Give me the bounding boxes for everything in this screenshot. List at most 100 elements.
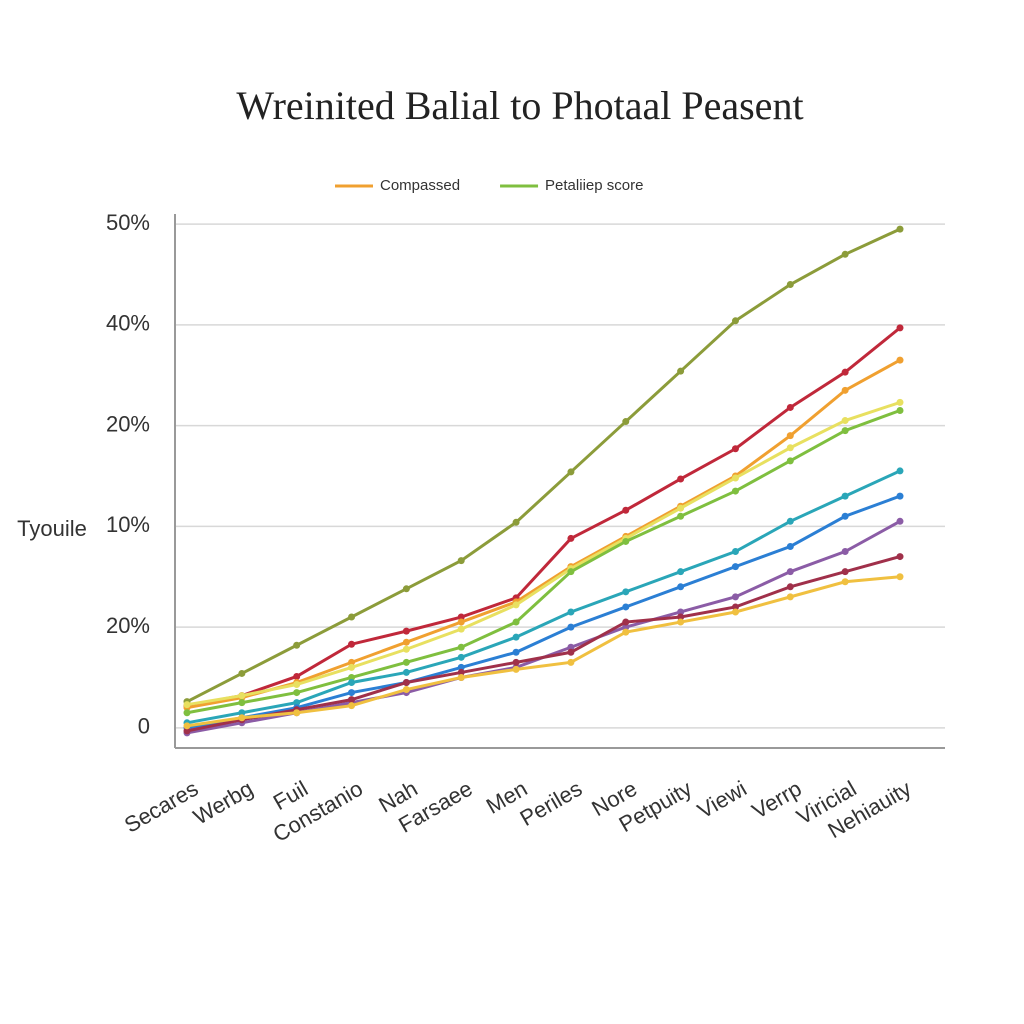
point <box>348 696 356 704</box>
point <box>567 623 575 631</box>
point <box>731 487 739 495</box>
point <box>402 679 410 687</box>
point <box>677 512 685 520</box>
point <box>786 593 794 601</box>
point <box>293 709 301 717</box>
point <box>786 281 794 289</box>
point <box>786 517 794 525</box>
chart-title: Wreinited Balial to Photaal Peasent <box>236 83 803 128</box>
point <box>348 679 356 687</box>
point <box>402 638 410 646</box>
point <box>786 542 794 550</box>
point <box>786 457 794 465</box>
point <box>512 665 520 673</box>
point <box>841 417 849 425</box>
point <box>896 517 904 525</box>
point <box>238 669 246 677</box>
point <box>731 603 739 611</box>
point <box>567 568 575 576</box>
point <box>841 386 849 394</box>
point <box>402 645 410 653</box>
x-tick-label: Werbg <box>189 776 257 830</box>
point <box>786 444 794 452</box>
point <box>567 643 575 651</box>
point <box>896 225 904 233</box>
line <box>186 227 901 703</box>
point <box>512 601 520 609</box>
point <box>567 468 575 476</box>
point <box>731 474 739 482</box>
line <box>186 469 901 725</box>
point <box>896 324 904 332</box>
point <box>348 613 356 621</box>
point <box>457 668 465 676</box>
line <box>186 409 901 715</box>
point <box>731 317 739 325</box>
point <box>293 689 301 697</box>
point <box>731 445 739 453</box>
point <box>567 648 575 656</box>
point <box>896 398 904 406</box>
point <box>841 512 849 520</box>
point <box>457 557 465 565</box>
point <box>731 548 739 556</box>
y-tick-label: 50% <box>106 210 150 235</box>
point <box>677 618 685 626</box>
point <box>622 623 630 631</box>
point <box>348 702 356 710</box>
x-tick-label: Periles <box>516 776 587 831</box>
line <box>186 555 901 733</box>
line <box>186 400 901 707</box>
point <box>512 518 520 526</box>
point <box>841 492 849 500</box>
point <box>238 709 246 717</box>
point <box>238 692 246 700</box>
point <box>457 625 465 633</box>
point <box>677 504 685 512</box>
point <box>841 250 849 258</box>
point <box>896 553 904 561</box>
point <box>238 699 246 707</box>
point <box>841 548 849 556</box>
point <box>512 618 520 626</box>
point <box>348 673 356 681</box>
point <box>402 585 410 593</box>
point <box>677 367 685 375</box>
y-axis-label: Tyouile <box>17 516 87 541</box>
point <box>786 568 794 576</box>
y-tick-label: 20% <box>106 411 150 436</box>
y-tick-label: 0 <box>138 714 150 739</box>
point <box>183 727 191 735</box>
point <box>238 714 246 722</box>
point <box>622 537 630 545</box>
line <box>186 575 901 728</box>
point <box>348 658 356 666</box>
point <box>841 368 849 376</box>
point <box>677 608 685 616</box>
point <box>457 613 465 621</box>
point <box>677 583 685 591</box>
point <box>293 681 301 689</box>
point <box>786 432 794 440</box>
point <box>841 578 849 586</box>
y-tick-label: 10% <box>106 512 150 537</box>
point <box>622 588 630 596</box>
point <box>402 668 410 676</box>
point <box>457 653 465 661</box>
point <box>293 672 301 680</box>
point <box>183 701 191 709</box>
point <box>677 475 685 483</box>
legend-label: Petaliiep score <box>545 177 643 194</box>
point <box>183 709 191 717</box>
point <box>731 593 739 601</box>
point <box>896 492 904 500</box>
point <box>896 573 904 581</box>
point <box>348 689 356 697</box>
point <box>183 722 191 730</box>
point <box>293 699 301 707</box>
point <box>567 534 575 542</box>
point <box>896 467 904 475</box>
point <box>512 648 520 656</box>
legend-label: Compassed <box>380 177 460 194</box>
